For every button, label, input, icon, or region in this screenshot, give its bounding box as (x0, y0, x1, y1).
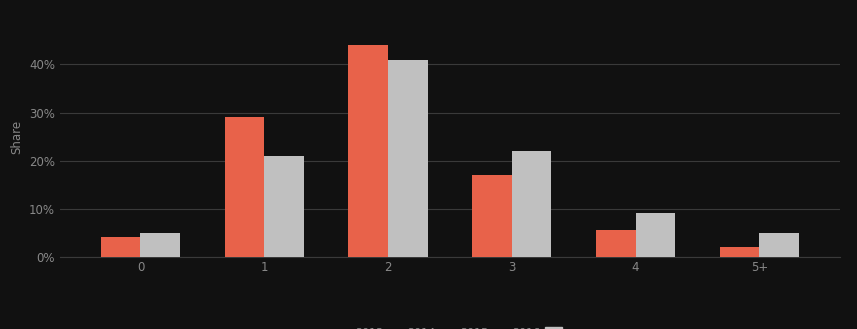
Bar (264, 156, 304, 257)
Bar (636, 214, 675, 257)
Bar (388, 60, 428, 257)
Bar (225, 117, 264, 257)
Bar (141, 233, 180, 257)
Bar (759, 233, 799, 257)
Legend: 2013, 2014, 2015, 2016, : 2013, 2014, 2015, 2016, (330, 323, 570, 329)
Bar (512, 151, 551, 257)
Bar (472, 175, 512, 257)
Y-axis label: Share: Share (10, 119, 24, 154)
Bar (101, 238, 141, 257)
Bar (720, 247, 759, 257)
Bar (349, 45, 388, 257)
Bar (596, 230, 636, 257)
